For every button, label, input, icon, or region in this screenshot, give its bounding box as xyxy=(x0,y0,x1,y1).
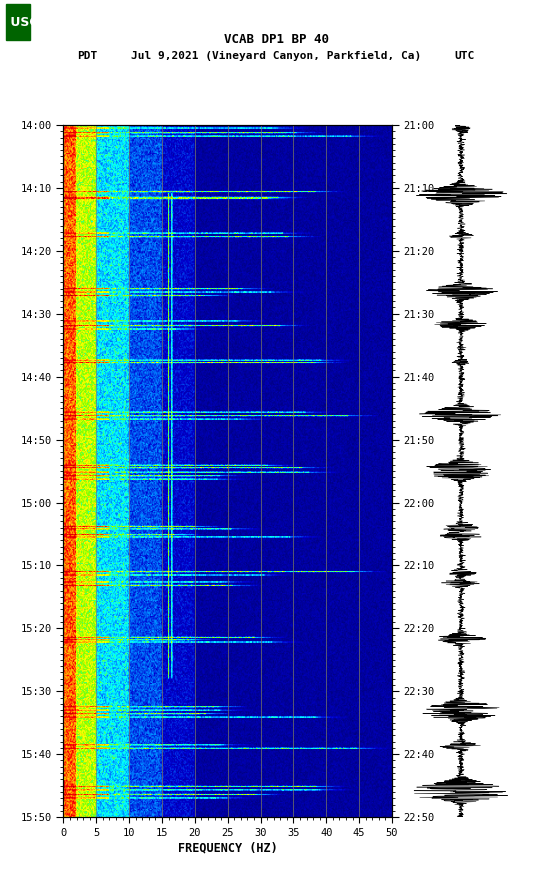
Text: UTC: UTC xyxy=(454,51,475,61)
Bar xyxy=(6,4,30,40)
X-axis label: FREQUENCY (HZ): FREQUENCY (HZ) xyxy=(178,842,278,855)
Text: PDT: PDT xyxy=(77,51,98,61)
Text: Jul 9,2021 (Vineyard Canyon, Parkfield, Ca): Jul 9,2021 (Vineyard Canyon, Parkfield, … xyxy=(131,51,421,61)
Text: USGS: USGS xyxy=(6,16,48,29)
Text: VCAB DP1 BP 40: VCAB DP1 BP 40 xyxy=(224,33,328,46)
